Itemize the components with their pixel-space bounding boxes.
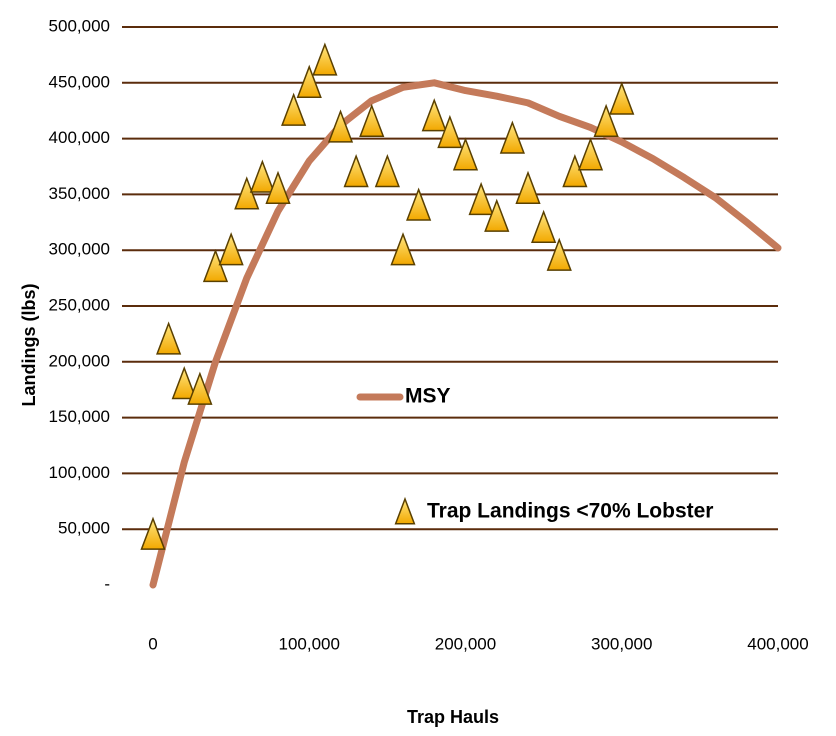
y-tick-label: 50,000 (58, 519, 110, 538)
x-axis-label: Trap Hauls (407, 707, 499, 727)
y-tick-label: 250,000 (49, 295, 110, 314)
x-tick-label: 400,000 (747, 634, 808, 653)
y-tick-label: 300,000 (49, 240, 110, 259)
legend-label: Trap Landings <70% Lobster (427, 500, 713, 523)
y-tick-label: 450,000 (49, 72, 110, 91)
triangle-marker (202, 248, 229, 283)
triangle-marker (515, 170, 541, 204)
triangle-marker (609, 81, 635, 115)
triangle-marker (546, 237, 572, 271)
triangle-marker (421, 98, 447, 132)
x-tick-label: 200,000 (435, 634, 496, 653)
triangle-marker (327, 109, 354, 143)
x-tick-label: 0 (148, 634, 157, 653)
y-tick-label: 150,000 (49, 407, 110, 426)
triangle-marker (468, 181, 494, 216)
triangle-marker (218, 232, 244, 266)
triangle-marker (452, 137, 479, 171)
triangle-marker (312, 42, 338, 76)
y-tick-label: 350,000 (49, 184, 110, 203)
y-tick-label: 100,000 (49, 463, 110, 482)
y-axis-label: Landings (lbs) (19, 284, 39, 407)
triangle-marker (140, 516, 166, 550)
x-tick-label: 100,000 (279, 634, 340, 653)
triangle-marker (577, 137, 604, 171)
triangle-marker (265, 170, 291, 204)
triangle-marker (499, 120, 525, 154)
msy-line (149, 79, 782, 589)
x-tick-label: 300,000 (591, 634, 652, 653)
triangle-marker (187, 371, 213, 405)
triangle-marker (390, 232, 416, 266)
triangle-marker (374, 153, 400, 188)
triangle-marker (234, 176, 260, 210)
legend-label: MSY (405, 385, 451, 408)
triangle-marker (156, 321, 182, 355)
y-tick-label: 500,000 (49, 16, 110, 35)
y-tick-label: 200,000 (49, 351, 110, 370)
y-tick-label: 400,000 (49, 128, 110, 147)
triangle-marker (593, 103, 619, 138)
triangle-marker (484, 198, 510, 232)
triangle-marker (359, 103, 385, 138)
triangle-marker (281, 92, 307, 126)
triangle-marker (171, 366, 197, 400)
triangle-marker (343, 153, 369, 188)
triangle-marker (249, 159, 275, 193)
triangle-marker (296, 64, 322, 98)
triangle-marker (406, 187, 432, 221)
y-tick-label: - (104, 574, 110, 593)
triangle-marker (562, 153, 588, 188)
triangle-marker (531, 209, 557, 244)
legend-swatch (394, 496, 416, 525)
triangle-marker (437, 114, 463, 149)
